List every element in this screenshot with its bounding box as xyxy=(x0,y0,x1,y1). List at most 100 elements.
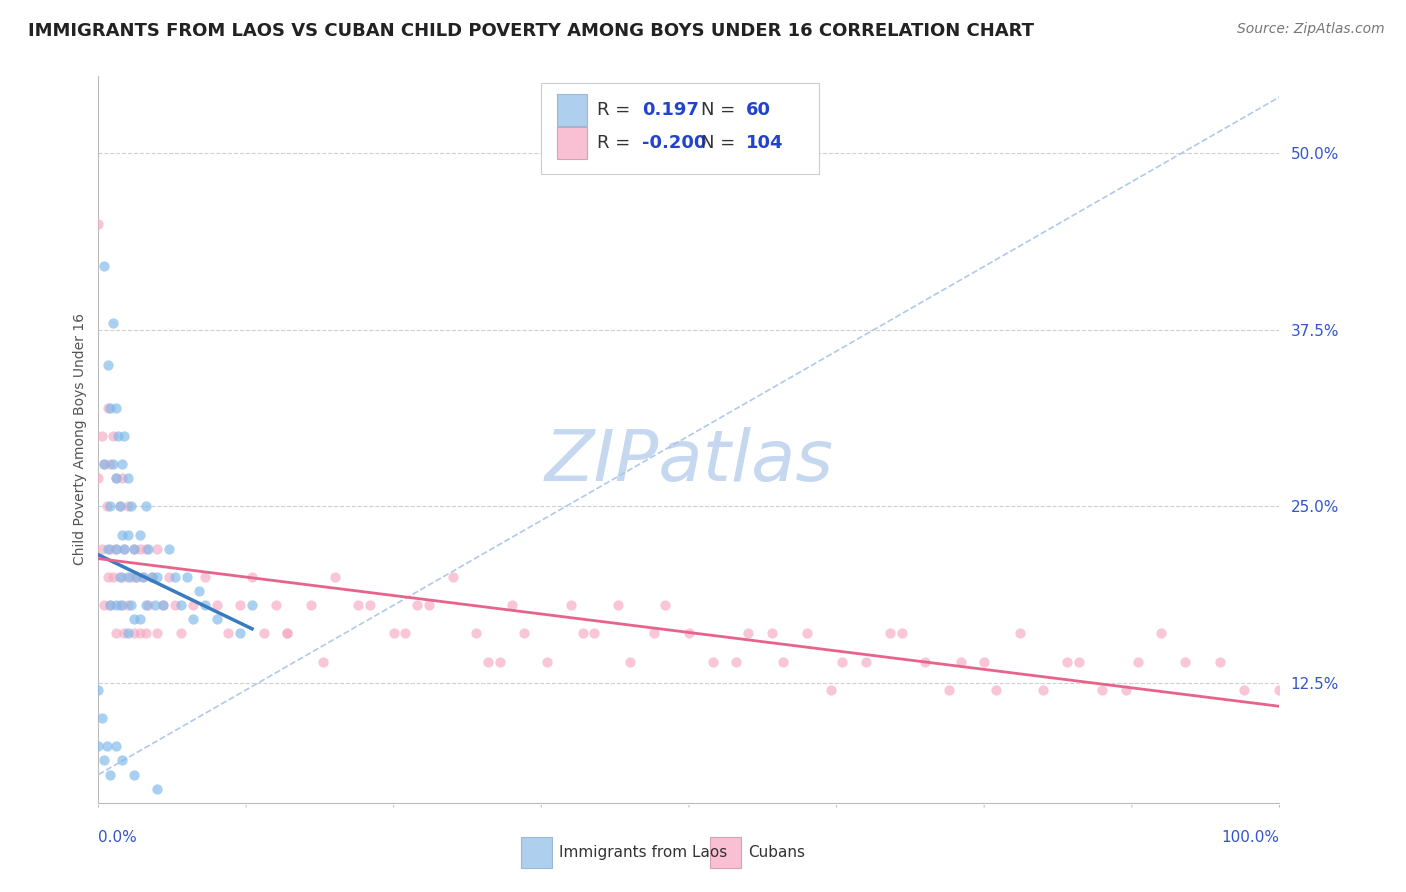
Point xyxy=(1091,682,1114,697)
Point xyxy=(465,626,488,640)
Point xyxy=(101,429,124,443)
Point xyxy=(91,711,114,725)
Text: 104: 104 xyxy=(745,135,783,153)
Point xyxy=(117,626,139,640)
Point xyxy=(1209,655,1232,669)
Point xyxy=(117,471,139,485)
Point xyxy=(737,626,759,640)
Point xyxy=(914,655,936,669)
Point xyxy=(136,541,159,556)
Point xyxy=(108,500,131,514)
Point xyxy=(1150,626,1173,640)
Point xyxy=(276,626,298,640)
Point xyxy=(105,626,128,640)
Point xyxy=(112,626,135,640)
Point xyxy=(938,682,960,697)
Point xyxy=(796,626,818,640)
Point xyxy=(146,570,169,584)
Text: 0.197: 0.197 xyxy=(641,101,699,119)
Text: 0.0%: 0.0% xyxy=(98,830,138,845)
Point xyxy=(122,612,145,626)
Point xyxy=(105,541,128,556)
Point xyxy=(93,260,115,274)
Point xyxy=(489,655,512,669)
Point xyxy=(181,598,204,612)
Point xyxy=(121,598,143,612)
Text: Source: ZipAtlas.com: Source: ZipAtlas.com xyxy=(1237,22,1385,37)
Text: Cubans: Cubans xyxy=(748,845,806,860)
Point xyxy=(1067,655,1090,669)
Point xyxy=(299,598,322,612)
Point xyxy=(761,626,783,640)
Point xyxy=(121,500,143,514)
Point xyxy=(111,527,134,541)
Point xyxy=(105,401,128,415)
Point xyxy=(87,682,110,697)
Point xyxy=(105,598,128,612)
Point xyxy=(772,655,794,669)
Point xyxy=(105,739,128,754)
Point xyxy=(347,598,370,612)
Point xyxy=(108,500,131,514)
Point xyxy=(170,598,193,612)
Point xyxy=(105,471,128,485)
Point xyxy=(87,739,110,754)
Point xyxy=(93,754,115,768)
FancyBboxPatch shape xyxy=(541,83,818,174)
Point xyxy=(91,541,114,556)
Point xyxy=(152,598,174,612)
Point xyxy=(312,655,335,669)
Point xyxy=(122,541,145,556)
Point xyxy=(643,626,665,640)
Text: -0.200: -0.200 xyxy=(641,135,706,153)
Point xyxy=(984,682,1007,697)
Point xyxy=(132,570,155,584)
Point xyxy=(536,655,558,669)
Point xyxy=(108,570,131,584)
Point xyxy=(157,570,180,584)
FancyBboxPatch shape xyxy=(522,837,553,868)
Point xyxy=(187,584,209,599)
Point xyxy=(654,598,676,612)
Point xyxy=(394,626,416,640)
Point xyxy=(619,655,641,669)
Point xyxy=(101,570,124,584)
Point xyxy=(205,598,228,612)
Point xyxy=(93,457,115,471)
Point xyxy=(97,541,120,556)
Point xyxy=(406,598,429,612)
Text: 100.0%: 100.0% xyxy=(1222,830,1279,845)
Point xyxy=(176,570,198,584)
Point xyxy=(1032,682,1054,697)
Point xyxy=(146,541,169,556)
Point xyxy=(205,612,228,626)
Point xyxy=(122,767,145,781)
Point xyxy=(96,739,118,754)
Point xyxy=(146,781,169,796)
Point xyxy=(512,626,534,640)
Point xyxy=(678,626,700,640)
Point xyxy=(165,570,187,584)
Point xyxy=(217,626,239,640)
Point xyxy=(97,401,120,415)
Point xyxy=(702,655,724,669)
Point xyxy=(132,570,155,584)
Point xyxy=(117,598,139,612)
Point xyxy=(1115,682,1137,697)
Point xyxy=(125,570,148,584)
Point xyxy=(194,598,217,612)
Point xyxy=(240,570,263,584)
Text: N =: N = xyxy=(700,101,735,119)
Point xyxy=(157,541,180,556)
Point xyxy=(111,471,134,485)
Text: ZIPatlas: ZIPatlas xyxy=(544,426,834,496)
Point xyxy=(105,541,128,556)
Point xyxy=(98,598,121,612)
Point xyxy=(831,655,853,669)
Point xyxy=(111,754,134,768)
Text: Immigrants from Laos: Immigrants from Laos xyxy=(560,845,727,860)
Point xyxy=(98,401,121,415)
Point xyxy=(111,598,134,612)
Point xyxy=(181,612,204,626)
Point xyxy=(607,598,630,612)
